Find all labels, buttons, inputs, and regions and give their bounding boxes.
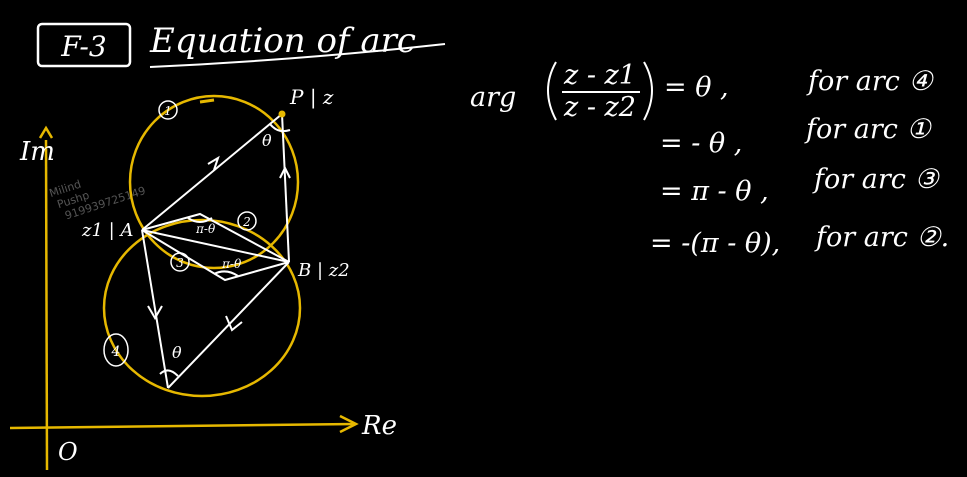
eq-row-2-note: for arc ①: [804, 114, 932, 145]
fraction-denominator: z - z2: [563, 92, 636, 123]
y-axis-arrow-icon: [38, 125, 54, 139]
axes: Im Re O: [9, 125, 397, 471]
tag-text: F-3: [60, 30, 106, 63]
eq-row-4-note: for arc ②.: [814, 222, 949, 253]
y-axis-label: Im: [19, 137, 55, 167]
title-underline: [149, 43, 446, 68]
arc-badge-4-ring: [103, 333, 129, 367]
watermark: Milind Pushp 919939725149: [48, 178, 148, 223]
eq-row-3-note: for arc ③: [812, 164, 940, 195]
point-a-label: z1 | A: [81, 220, 133, 241]
title-text: Equation of arc: [149, 21, 416, 61]
arrow-a-down-icon: [147, 305, 163, 320]
arc-badge-2-ring: [237, 211, 257, 231]
eq-row-4-rhs: = -(π - θ),: [650, 228, 780, 259]
arg-func: arg: [470, 82, 516, 113]
point-b-label: B | z2: [297, 260, 350, 281]
lower-circle: [102, 218, 302, 398]
point-p: [278, 110, 286, 118]
arc-badge-2: 2: [242, 215, 251, 229]
line-p-to-b: [281, 113, 290, 263]
left-paren: [547, 61, 557, 121]
origin-label: O: [58, 438, 78, 466]
angle-pi-minus-theta-top: π-θ: [195, 222, 216, 236]
point-p-label: P | z: [289, 85, 334, 110]
line-a-top-b: [141, 212, 290, 263]
tag-box: [36, 22, 132, 68]
arc-badge-1: 1: [164, 104, 172, 118]
arrow-b-p-icon: [279, 165, 291, 179]
angle-arc-p: [269, 123, 291, 133]
angle-theta-label: θ: [262, 131, 272, 150]
x-axis: [9, 422, 356, 430]
arrow-b-bottom-icon: [225, 315, 243, 332]
angle-arc-top-inner: [187, 217, 213, 223]
arc-badges: 1 2 3 4: [103, 98, 257, 367]
line-a-to-p: [141, 113, 283, 231]
angle-arc-low-inner: [213, 270, 239, 277]
angle-pi-minus-theta-bottom: π-θ: [221, 257, 242, 271]
arc-badge-1-ring: [158, 100, 178, 120]
x-axis-arrow-icon: [339, 414, 359, 434]
x-axis-label: Re: [361, 411, 397, 441]
arc-badge-3: 3: [176, 256, 184, 270]
upper-circle: [128, 94, 300, 270]
header: F-3 Equation of arc: [36, 21, 446, 68]
arrow-a-p-icon: [207, 155, 220, 171]
angle-arc-bottom: [159, 369, 179, 377]
angle-theta-bottom-label: θ: [172, 343, 182, 362]
arc-1-mark: [199, 98, 215, 104]
right-paren: [643, 61, 653, 121]
arc-badge-4: 4: [111, 344, 121, 360]
fraction-numerator: z - z1: [563, 60, 636, 91]
line-a-to-b: [141, 229, 290, 263]
line-a-low-b: [141, 229, 290, 282]
eq-row-1-rhs: = θ ,: [664, 72, 729, 103]
y-axis: [44, 139, 49, 471]
eq-row-3-rhs: = π - θ ,: [660, 176, 769, 207]
line-a-to-bottom: [141, 229, 169, 389]
circles: [102, 94, 302, 398]
arc-badge-3-ring: [170, 252, 190, 272]
eq-row-1-note: for arc ④: [806, 66, 934, 97]
line-bottom-to-b: [167, 261, 290, 389]
eq-row-2-rhs: = - θ ,: [660, 128, 742, 159]
chords: [141, 113, 291, 389]
equation-block: arg z - z1 z - z2 = θ , for arc ④ = - θ …: [470, 60, 949, 259]
